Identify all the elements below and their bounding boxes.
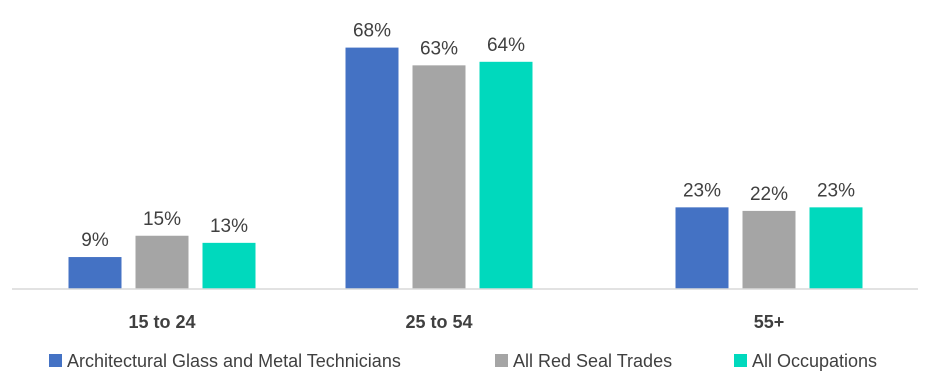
category-label-2: 25 to 54 xyxy=(405,312,472,332)
bar-1-3 xyxy=(675,207,729,289)
data-label-3-2: 64% xyxy=(487,35,525,56)
bar-2-1 xyxy=(135,235,189,289)
data-label-1-1: 9% xyxy=(81,230,109,251)
legend-swatch-3 xyxy=(734,354,747,367)
legend-swatch-1 xyxy=(49,354,62,367)
category-label-1: 15 to 24 xyxy=(128,312,195,332)
legend: Architectural Glass and Metal Technician… xyxy=(49,351,877,371)
legend-swatch-2 xyxy=(495,354,508,367)
data-label-3-3: 23% xyxy=(817,180,855,201)
data-label-2-3: 22% xyxy=(750,184,788,205)
bar-2-3 xyxy=(742,210,796,289)
data-label-2-2: 63% xyxy=(420,38,458,59)
bar-2-2 xyxy=(412,65,466,289)
bar-1-2 xyxy=(345,47,399,289)
data-label-3-1: 13% xyxy=(210,216,248,237)
bar-3-1 xyxy=(202,242,256,289)
data-label-1-2: 68% xyxy=(353,21,391,42)
bars-layer xyxy=(68,47,863,289)
data-label-1-3: 23% xyxy=(683,180,721,201)
category-labels-layer: 15 to 24 25 to 54 55+ xyxy=(128,312,784,332)
legend-label-3: All Occupations xyxy=(752,351,877,371)
legend-label-1: Architectural Glass and Metal Technician… xyxy=(67,351,401,371)
data-labels-layer: 9% 15% 13% 68% 63% 64% 23% 22% 23% xyxy=(81,21,855,251)
legend-label-2: All Red Seal Trades xyxy=(513,351,672,371)
category-label-3: 55+ xyxy=(754,312,785,332)
bar-3-2 xyxy=(479,61,533,289)
data-label-2-1: 15% xyxy=(143,209,181,230)
bar-3-3 xyxy=(809,207,863,289)
bar-1-1 xyxy=(68,257,122,289)
